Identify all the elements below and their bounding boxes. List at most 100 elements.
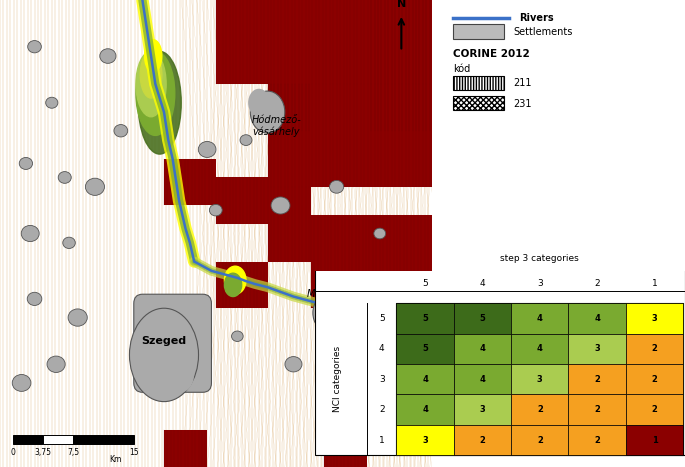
Text: 4: 4 (479, 375, 486, 384)
Bar (626, 395, 683, 425)
Text: 2: 2 (594, 375, 600, 384)
Text: 3: 3 (651, 314, 658, 323)
Ellipse shape (225, 273, 242, 297)
Ellipse shape (248, 89, 270, 117)
Bar (397, 303, 683, 455)
Ellipse shape (129, 308, 199, 402)
Ellipse shape (29, 42, 40, 52)
Ellipse shape (60, 234, 78, 251)
Bar (13, 435, 43, 444)
Text: Rivers: Rivers (519, 13, 553, 23)
Text: 15: 15 (129, 448, 138, 457)
Text: 5: 5 (379, 314, 384, 323)
Bar (453, 24, 503, 38)
Bar (569, 395, 626, 425)
Text: 231: 231 (514, 99, 532, 108)
Text: 0: 0 (10, 448, 15, 457)
Ellipse shape (49, 358, 63, 371)
Ellipse shape (225, 266, 246, 294)
Ellipse shape (313, 294, 343, 332)
Text: 5: 5 (422, 314, 428, 323)
Text: 2: 2 (537, 436, 543, 445)
Text: 3: 3 (422, 436, 428, 445)
Ellipse shape (86, 178, 105, 195)
Text: 2: 2 (651, 344, 658, 354)
Text: 211: 211 (514, 78, 532, 88)
Text: 2: 2 (651, 375, 658, 384)
Bar (453, 303, 511, 333)
Bar (397, 425, 453, 455)
Text: 1: 1 (379, 436, 384, 445)
Text: Settlements: Settlements (514, 27, 573, 37)
Text: 1: 1 (651, 279, 658, 288)
Text: 5: 5 (422, 279, 428, 288)
Text: Km: Km (110, 455, 122, 464)
Text: 5: 5 (422, 344, 428, 354)
Bar (511, 333, 569, 364)
Bar (397, 303, 453, 333)
Text: 3,75: 3,75 (35, 448, 51, 457)
Text: 4: 4 (379, 344, 384, 354)
Bar (397, 364, 453, 395)
Bar (569, 303, 626, 333)
Text: step 3 categories: step 3 categories (501, 254, 580, 263)
Ellipse shape (207, 202, 225, 219)
Ellipse shape (250, 91, 285, 133)
Bar (43, 435, 73, 444)
Text: 3: 3 (595, 344, 600, 354)
Bar (164, 430, 207, 467)
Text: 2: 2 (537, 405, 543, 414)
Text: CORINE 2012: CORINE 2012 (453, 49, 530, 59)
Text: Makó: Makó (306, 289, 332, 299)
Ellipse shape (169, 355, 195, 392)
Text: 2: 2 (651, 405, 658, 414)
Ellipse shape (273, 198, 288, 212)
Bar (569, 425, 626, 455)
Text: 2: 2 (479, 436, 486, 445)
Text: 1: 1 (651, 436, 658, 445)
Bar (216, 177, 268, 224)
Bar (453, 333, 511, 364)
Bar (268, 84, 432, 187)
Bar (569, 333, 626, 364)
Text: kód: kód (453, 64, 471, 74)
Text: 3: 3 (479, 405, 486, 414)
Bar (164, 159, 216, 205)
Bar (371, 0, 432, 131)
Ellipse shape (286, 357, 301, 371)
Ellipse shape (115, 126, 127, 136)
Bar (216, 0, 432, 84)
Bar (216, 262, 268, 308)
FancyBboxPatch shape (134, 294, 212, 392)
Bar (511, 303, 569, 333)
Bar (626, 303, 683, 333)
Ellipse shape (26, 291, 42, 306)
Bar (268, 187, 311, 262)
Text: 2: 2 (379, 405, 384, 414)
Text: 4: 4 (594, 314, 600, 323)
Text: 5: 5 (479, 314, 486, 323)
Ellipse shape (45, 96, 60, 110)
Text: 2: 2 (595, 279, 600, 288)
Text: 4: 4 (479, 344, 486, 354)
Ellipse shape (239, 134, 253, 146)
Bar (397, 333, 453, 364)
Bar (511, 425, 569, 455)
Text: 2: 2 (594, 436, 600, 445)
Bar (311, 215, 432, 308)
Bar (453, 76, 503, 90)
Text: 3: 3 (537, 375, 543, 384)
Ellipse shape (22, 226, 38, 241)
Ellipse shape (136, 51, 175, 135)
Text: 3: 3 (537, 279, 543, 288)
Ellipse shape (14, 376, 29, 389)
Ellipse shape (138, 51, 182, 154)
Bar (453, 96, 503, 110)
Text: 4: 4 (537, 344, 543, 354)
Ellipse shape (229, 329, 245, 343)
Bar (324, 420, 367, 467)
Bar (268, 84, 311, 131)
Ellipse shape (199, 142, 215, 157)
Text: 3: 3 (379, 375, 384, 384)
Bar (397, 395, 453, 425)
